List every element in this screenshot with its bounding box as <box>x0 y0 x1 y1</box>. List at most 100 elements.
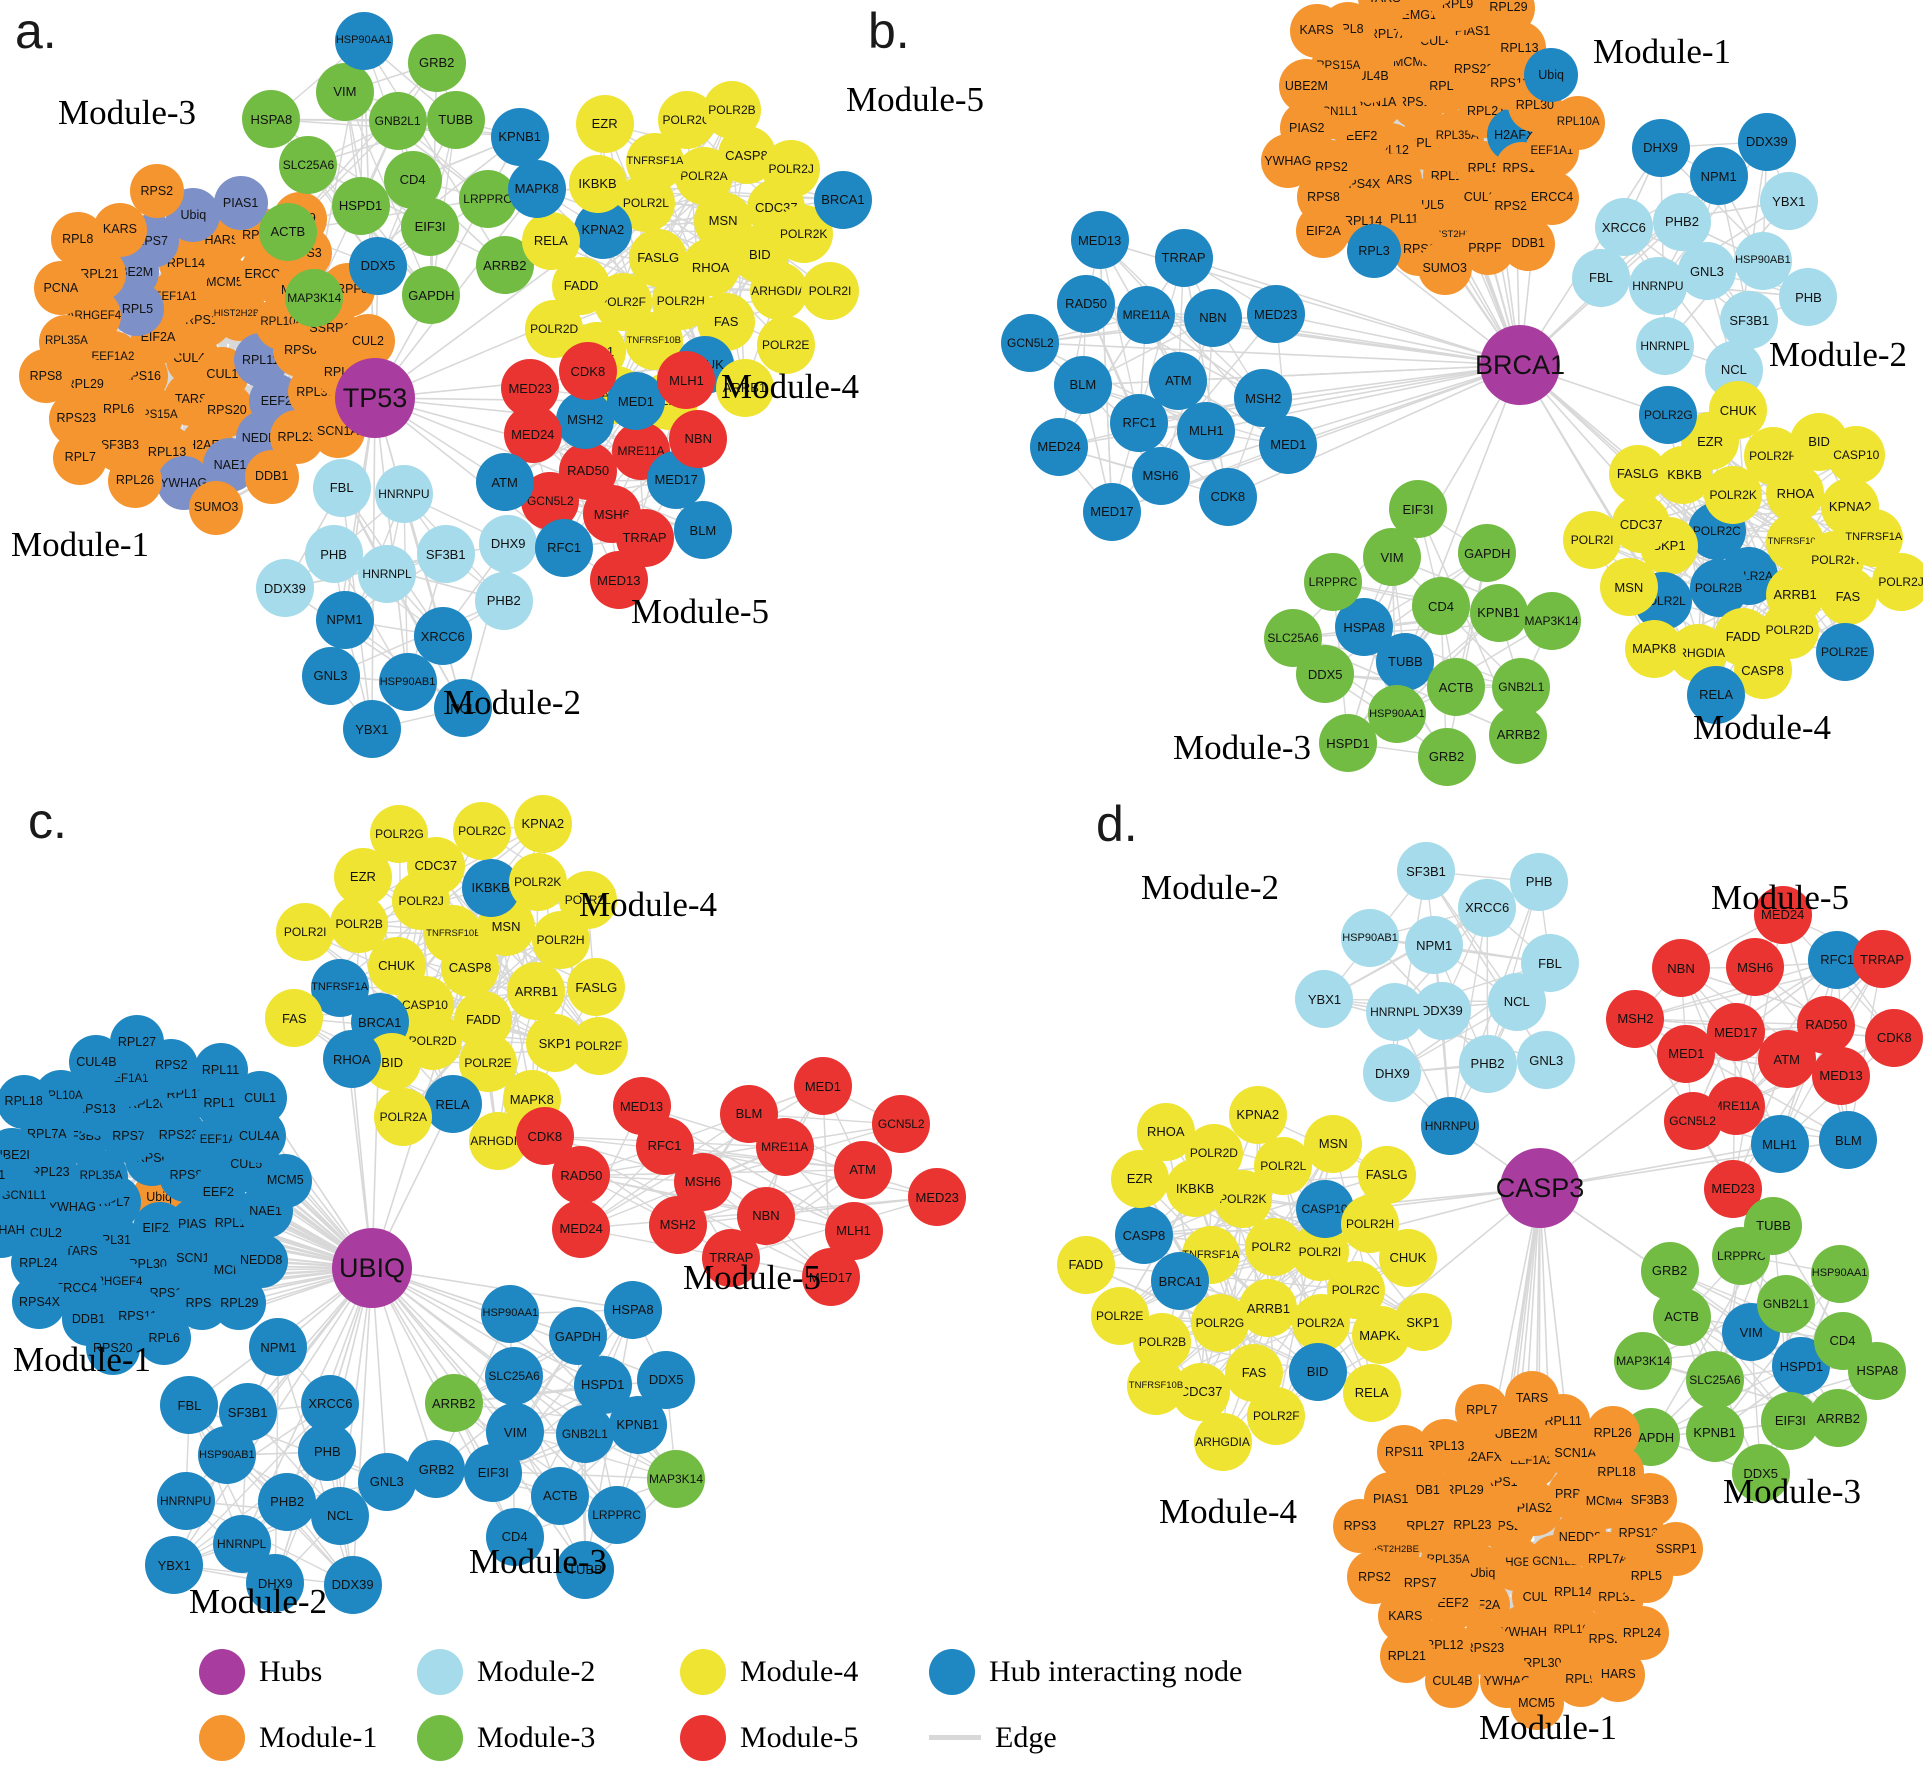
node-arrb1[interactable]: ARRB1 <box>1239 1279 1298 1338</box>
node-hnrnpu[interactable]: HNRNPU <box>1421 1097 1480 1156</box>
node-gapdh[interactable]: GAPDH <box>1458 524 1517 583</box>
node-kpnb1[interactable]: KPNB1 <box>1685 1403 1744 1462</box>
node-cdc37[interactable]: CDC37 <box>1612 495 1671 554</box>
node-rpl26[interactable]: RPL26 <box>108 453 163 508</box>
node-lrpprc[interactable]: LRPPRC <box>1304 552 1362 611</box>
node-hsp90aa1[interactable]: HSP90AA1 <box>334 11 393 70</box>
node-blm[interactable]: BLM <box>673 501 732 560</box>
node-ybx1[interactable]: YBX1 <box>145 1536 204 1595</box>
node-gnb2l1[interactable]: GNB2L1 <box>555 1404 614 1463</box>
node-blm[interactable]: BLM <box>1053 355 1112 414</box>
node-phb[interactable]: PHB <box>304 525 363 584</box>
node-cul4b[interactable]: CUL4B <box>1425 1653 1480 1708</box>
node-hnrnpl[interactable]: HNRNPL <box>1365 982 1424 1041</box>
node-rhoa[interactable]: RHOA <box>322 1030 381 1089</box>
node-rps11[interactable]: RPS11 <box>1377 1425 1432 1480</box>
node-hnrnpu[interactable]: HNRNPU <box>1628 257 1687 316</box>
node-arrb2[interactable]: ARRB2 <box>1809 1389 1868 1448</box>
node-polr2e[interactable]: POLR2E <box>1090 1287 1149 1346</box>
node-arhgdia[interactable]: ARHGDIA <box>749 262 808 321</box>
node-fbl[interactable]: FBL <box>1571 248 1630 307</box>
node-rpl27[interactable]: RPL27 <box>110 1015 165 1070</box>
node-kars[interactable]: KARS <box>1289 3 1344 58</box>
node-faslg[interactable]: FASLG <box>1357 1145 1416 1204</box>
node-cd4[interactable]: CD4 <box>485 1507 544 1566</box>
node-map3k14[interactable]: MAP3K14 <box>1522 591 1581 650</box>
node-ddx39[interactable]: DDX39 <box>1737 112 1796 171</box>
node-fbl[interactable]: FBL <box>160 1376 219 1435</box>
node-hnrnpl[interactable]: HNRNPL <box>358 544 417 603</box>
node-rpl18[interactable]: RPL18 <box>0 1074 51 1129</box>
node-arhgdia[interactable]: ARHGDIA <box>1193 1412 1252 1471</box>
node-map3k14[interactable]: MAP3K14 <box>1614 1331 1673 1390</box>
node-med24[interactable]: MED24 <box>1753 885 1812 944</box>
node-ezr[interactable]: EZR <box>575 94 634 153</box>
node-mapk8[interactable]: MAPK8 <box>1625 619 1684 678</box>
hub-node-brca1[interactable]: BRCA1 <box>1475 325 1565 405</box>
node-hspa8[interactable]: HSPA8 <box>603 1280 662 1339</box>
node-casp8[interactable]: CASP8 <box>1114 1206 1173 1265</box>
node-arrb1[interactable]: ARRB1 <box>507 962 566 1021</box>
node-tubb[interactable]: TUBB <box>556 1540 615 1599</box>
node-gapdh[interactable]: GAPDH <box>548 1307 607 1366</box>
node-casp10[interactable]: CASP10 <box>1295 1180 1354 1239</box>
node-ybx1[interactable]: YBX1 <box>1295 970 1354 1029</box>
node-ssrp1[interactable]: SSRP1 <box>0 1148 12 1203</box>
node-polr2j[interactable]: POLR2J <box>1872 553 1923 612</box>
node-msn[interactable]: MSN <box>1304 1114 1363 1173</box>
node-polr2e[interactable]: POLR2E <box>1815 622 1874 681</box>
node-actb[interactable]: ACTB <box>258 202 317 261</box>
node-lrpprc[interactable]: LRPPRC <box>458 169 517 228</box>
node-arrb1[interactable]: ARRB1 <box>715 358 774 417</box>
node-ybx1[interactable]: YBX1 <box>342 700 401 759</box>
node-dhx9[interactable]: DHX9 <box>479 514 538 573</box>
node-polr2a[interactable]: POLR2A <box>374 1088 433 1147</box>
node-polr2e[interactable]: POLR2E <box>756 316 815 375</box>
node-ddb1[interactable]: DDB1 <box>1501 216 1556 271</box>
node-ddx5[interactable]: DDX5 <box>637 1350 696 1409</box>
node-rfc1[interactable]: RFC1 <box>535 518 594 577</box>
node-msh2[interactable]: MSH2 <box>1606 989 1665 1048</box>
node-rps3[interactable]: RPS3 <box>1332 1499 1387 1554</box>
node-rps20[interactable]: RPS20 <box>85 1321 140 1376</box>
node-npm1[interactable]: NPM1 <box>315 590 374 649</box>
node-hnrnpu[interactable]: HNRNPU <box>374 465 433 524</box>
node-rps8[interactable]: RPS8 <box>18 348 73 403</box>
node-fas[interactable]: FAS <box>265 989 324 1047</box>
node-gcn5l2[interactable]: GCN5L2 <box>1663 1092 1722 1151</box>
node-msh6[interactable]: MSH6 <box>1726 938 1785 997</box>
node-med1[interactable]: MED1 <box>606 372 665 431</box>
node-grb2[interactable]: GRB2 <box>1417 727 1476 786</box>
node-eif3i[interactable]: EIF3I <box>464 1443 523 1502</box>
node-pcna[interactable]: PCNA <box>33 260 88 315</box>
node-slc25a6[interactable]: SLC25A6 <box>485 1346 544 1405</box>
node-gnl3[interactable]: GNL3 <box>1517 1031 1576 1090</box>
node-kpnb1[interactable]: KPNB1 <box>490 107 549 166</box>
node-tnfrsf10b[interactable]: TNFRSF10B <box>1126 1356 1185 1415</box>
node-cd4[interactable]: CD4 <box>383 150 442 209</box>
node-actb[interactable]: ACTB <box>531 1466 590 1525</box>
node-atm[interactable]: ATM <box>475 453 534 512</box>
node-med13[interactable]: MED13 <box>1812 1046 1871 1105</box>
node-cdk8[interactable]: CDK8 <box>1865 1008 1923 1067</box>
node-rps2[interactable]: RPS2 <box>129 164 184 219</box>
node-trrap[interactable]: TRRAP <box>1853 930 1912 989</box>
node-ubiq[interactable]: Ubiq <box>1524 48 1579 103</box>
node-med13[interactable]: MED13 <box>589 551 648 610</box>
node-cdk8[interactable]: CDK8 <box>1198 467 1257 526</box>
node-gcn5l2[interactable]: GCN5L2 <box>872 1095 931 1154</box>
node-brca1[interactable]: BRCA1 <box>1151 1252 1210 1311</box>
node-polr2i[interactable]: POLR2I <box>1563 511 1622 570</box>
node-ywhag[interactable]: YWHAG <box>156 455 211 510</box>
node-phb[interactable]: PHB <box>1510 852 1569 911</box>
node-ybx1[interactable]: YBX1 <box>1759 172 1818 231</box>
node-mcm5[interactable]: MCM5 <box>1509 1676 1564 1731</box>
node-hsp90ab1[interactable]: HSP90AB1 <box>378 653 437 712</box>
node-rad50[interactable]: RAD50 <box>1797 995 1856 1054</box>
node-vim[interactable]: VIM <box>315 62 374 121</box>
node-rpl7[interactable]: RPL7 <box>53 430 108 485</box>
node-tubb[interactable]: TUBB <box>1744 1196 1803 1255</box>
node-map3k14[interactable]: MAP3K14 <box>285 269 344 328</box>
node-tubb[interactable]: TUBB <box>426 90 485 149</box>
node-gnl3[interactable]: GNL3 <box>301 646 360 705</box>
